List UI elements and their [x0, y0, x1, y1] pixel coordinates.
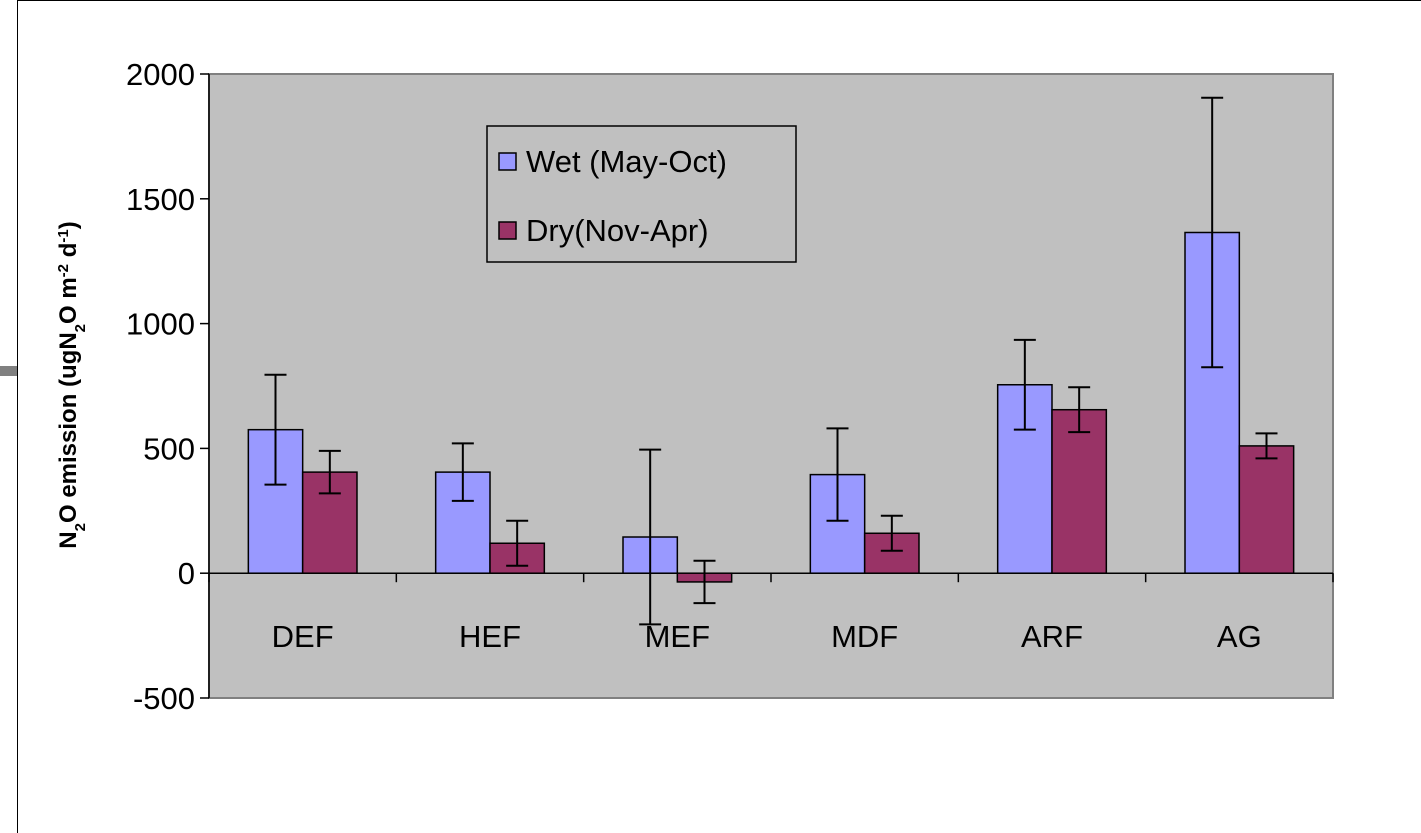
y-axis-label-part: ) — [55, 221, 82, 229]
legend: Wet (May-Oct) Dry(Nov-Apr) — [487, 126, 796, 262]
y-axis-label-part: d — [55, 243, 82, 264]
y-tick-label: 0 — [178, 556, 195, 591]
y-tick-label: 1000 — [126, 307, 195, 342]
y-axis-label-part: O emission (ugN — [55, 332, 82, 523]
legend-label-wet: Wet (May-Oct) — [526, 144, 727, 179]
y-tick-label: -500 — [133, 681, 195, 716]
y-axis-label-part: 2 — [72, 324, 89, 332]
y-tick-label: 1500 — [126, 182, 195, 217]
y-axis-label: N2O emission (ugN2O m-2 d-1) — [55, 221, 89, 548]
y-axis: -500 0 500 1000 1500 2000 — [126, 57, 209, 716]
bar-arf-dry — [1052, 410, 1106, 573]
category-label-arf: ARF — [1021, 619, 1083, 654]
category-label-hef: HEF — [459, 619, 521, 654]
y-axis-label-part: O m — [55, 277, 82, 324]
y-tick-label: 2000 — [126, 57, 195, 92]
legend-swatch-dry — [499, 222, 516, 239]
category-label-ag: AG — [1217, 619, 1262, 654]
legend-swatch-wet — [499, 153, 516, 170]
bar-ag-dry — [1239, 446, 1293, 573]
y-tick-label: 500 — [143, 431, 195, 466]
y-axis-label-part: -1 — [55, 229, 72, 242]
category-label-mdf: MDF — [831, 619, 898, 654]
y-axis-label-part: -2 — [55, 264, 72, 277]
y-axis-label-part: N — [55, 531, 82, 548]
legend-label-dry: Dry(Nov-Apr) — [526, 213, 709, 248]
category-label-mef: MEF — [645, 619, 710, 654]
category-label-def: DEF — [272, 619, 334, 654]
y-axis-label-part: 2 — [72, 523, 89, 531]
